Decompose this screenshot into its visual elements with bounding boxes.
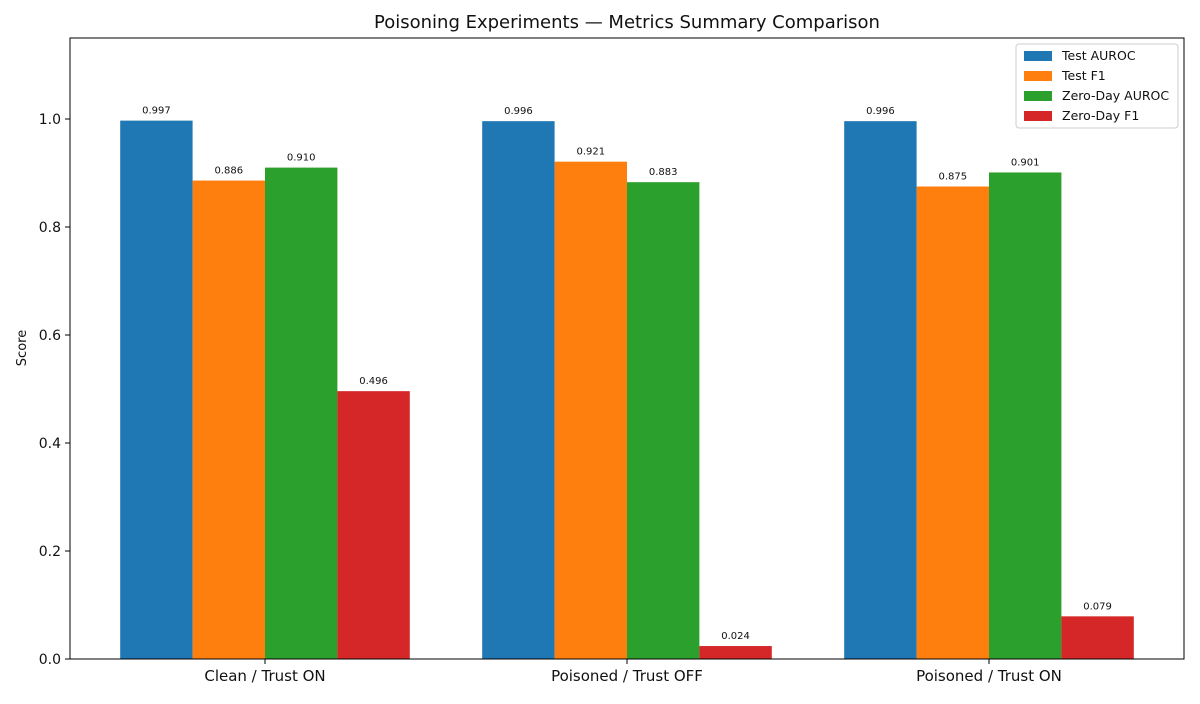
- x-tick-label: Poisoned / Trust OFF: [551, 667, 703, 685]
- series-zero-day-f1: 0.496 0.024 0.079: [337, 376, 1134, 659]
- bar: [1061, 616, 1134, 659]
- bar: [989, 172, 1062, 659]
- data-label: 0.996: [504, 106, 533, 117]
- data-label: 0.496: [359, 376, 388, 387]
- legend-box: [1015, 43, 1179, 129]
- x-tick-label: Clean / Trust ON: [204, 667, 325, 685]
- bar: [699, 646, 772, 659]
- legend-item: Test F1: [1024, 68, 1106, 83]
- data-label: 0.886: [214, 166, 243, 177]
- bar: [554, 161, 627, 659]
- legend-swatch: [1024, 51, 1052, 61]
- bar: [844, 121, 917, 659]
- y-tick-label: 0.4: [39, 436, 61, 452]
- y-tick-label: 0.2: [39, 544, 61, 560]
- data-label: 0.024: [721, 631, 750, 642]
- bar: [192, 180, 265, 659]
- data-label: 0.875: [938, 172, 967, 183]
- legend-label: Test AUROC: [1061, 48, 1136, 63]
- legend-swatch: [1024, 111, 1052, 121]
- bar: [265, 167, 338, 659]
- bar: [337, 391, 410, 659]
- bar: [482, 121, 555, 659]
- legend: Test AUROC Test F1 Zero-Day AUROC Zero-Day …: [1015, 43, 1179, 129]
- legend-swatch: [1024, 71, 1052, 81]
- y-axis: 0.0 0.2 0.4 0.6 0.8 1.0: [39, 112, 70, 668]
- y-tick-label: 0.0: [39, 652, 61, 668]
- legend-item: Zero-Day AUROC: [1024, 88, 1169, 103]
- series-zero-day-auroc: 0.910 0.883 0.901: [265, 153, 1062, 659]
- y-tick-label: 1.0: [39, 112, 61, 128]
- data-label: 0.901: [1011, 157, 1040, 168]
- data-label: 0.883: [649, 167, 678, 178]
- y-tick-label: 0.8: [39, 220, 61, 236]
- x-axis: Clean / Trust ON Poisoned / Trust OFF Pois…: [204, 659, 1062, 685]
- legend-label: Test F1: [1061, 68, 1106, 83]
- legend-label: Zero-Day AUROC: [1062, 88, 1169, 103]
- series-test-auroc: 0.997 0.996 0.996: [120, 106, 917, 660]
- chart-title: Poisoning Experiments — Metrics Summary …: [374, 12, 880, 33]
- y-axis-label: Score: [15, 330, 30, 366]
- x-tick-label: Poisoned / Trust ON: [916, 667, 1062, 685]
- legend-label: Zero-Day F1: [1062, 108, 1139, 123]
- data-label: 0.997: [142, 106, 171, 117]
- data-label: 0.079: [1083, 601, 1112, 612]
- bar: [120, 120, 193, 660]
- legend-item: Zero-Day F1: [1024, 108, 1139, 123]
- bar: [916, 186, 989, 659]
- data-label: 0.910: [287, 153, 316, 164]
- legend-swatch: [1024, 91, 1052, 101]
- data-label: 0.921: [576, 147, 605, 158]
- series-test-f1: 0.886 0.921 0.875: [192, 147, 989, 659]
- y-tick-label: 0.6: [39, 328, 61, 344]
- plot-area: 0.997 0.996 0.996 0.886 0.921 0.875 0.910 0.883…: [39, 37, 1185, 685]
- legend-item: Test AUROC: [1024, 48, 1136, 63]
- data-label: 0.996: [866, 106, 895, 117]
- bar: [627, 182, 700, 659]
